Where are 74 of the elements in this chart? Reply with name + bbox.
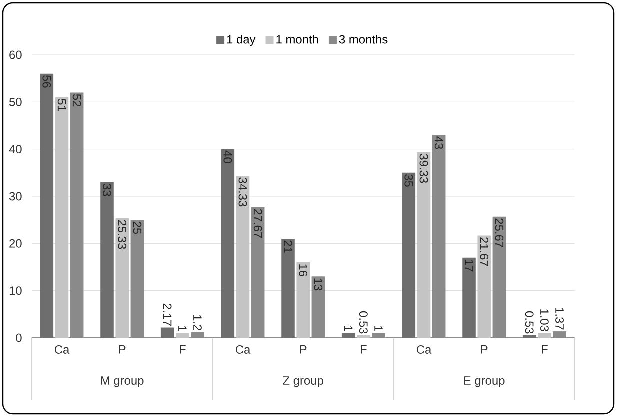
data-label: 27.67 — [254, 209, 262, 238]
bar — [478, 236, 491, 338]
bar — [342, 333, 356, 338]
bar — [417, 152, 431, 338]
bar — [221, 149, 235, 338]
data-label: 43 — [434, 136, 444, 150]
legend-label: 3 months — [339, 35, 388, 44]
data-label: 25 — [133, 222, 142, 234]
x-tick-label: P — [119, 346, 126, 354]
data-label: 56 — [42, 76, 52, 88]
bar — [492, 216, 506, 338]
data-label: 1.37 — [556, 308, 564, 330]
bar — [432, 135, 446, 338]
y-tick-label: 10 — [10, 286, 22, 296]
data-label: 40 — [224, 150, 232, 164]
bar — [236, 176, 250, 338]
y-tick-label: 40 — [9, 145, 22, 154]
bar — [282, 238, 295, 338]
bar — [176, 333, 190, 338]
data-label: 0.53 — [359, 312, 368, 334]
bar — [55, 97, 69, 338]
data-label: 1 — [344, 326, 353, 332]
bar — [40, 74, 54, 338]
y-tick-label: 50 — [10, 98, 22, 106]
data-label: 1.03 — [540, 310, 549, 332]
legend-label: 1 day — [227, 35, 256, 46]
data-label: 39.33 — [420, 154, 428, 184]
bar — [70, 92, 84, 338]
data-label: 1.2 — [194, 315, 202, 331]
bar — [296, 262, 310, 338]
data-label: 1 — [178, 326, 187, 332]
data-label: 34.33 — [238, 178, 248, 207]
y-tick-label: 20 — [10, 239, 22, 248]
data-label: 1 — [374, 326, 383, 332]
bar — [402, 172, 416, 338]
bar — [312, 276, 326, 338]
x-tick-label: P — [481, 346, 488, 354]
bar — [372, 333, 386, 338]
x-tick-label: Ca — [54, 346, 70, 354]
bar — [538, 333, 552, 338]
data-label: 16 — [299, 264, 308, 277]
text: Z group — [283, 376, 324, 388]
data-label: 33 — [103, 184, 112, 196]
text: M group — [101, 376, 144, 388]
bar — [251, 207, 265, 338]
data-label: 17 — [465, 260, 474, 272]
data-label: 52 — [72, 94, 82, 107]
y-tick-label: 0 — [16, 334, 22, 342]
bar — [462, 258, 476, 338]
data-label: 0.53 — [525, 312, 534, 334]
data-label: 21.67 — [480, 238, 489, 266]
text: E group — [464, 376, 505, 388]
bar — [160, 328, 174, 338]
bar — [553, 332, 566, 338]
bar — [191, 332, 204, 338]
data-label: 2.17 — [163, 304, 172, 326]
y-tick-label: 60 — [10, 50, 22, 60]
legend-label: 1 month — [276, 35, 318, 44]
data-label: 51 — [58, 99, 66, 112]
x-tick-label: F — [180, 346, 186, 354]
data-label: 25.67 — [495, 218, 504, 248]
x-tick-label: P — [300, 346, 307, 354]
x-tick-label: Ca — [236, 346, 251, 354]
data-label: 21 — [284, 240, 292, 253]
x-tick-label: F — [361, 346, 367, 354]
bar — [100, 182, 114, 338]
data-label: 13 — [314, 278, 323, 291]
bar — [130, 220, 144, 338]
x-tick-label: Ca — [416, 346, 432, 354]
x-tick-label: F — [542, 346, 548, 354]
y-tick-label: 30 — [9, 192, 22, 201]
bar — [116, 218, 129, 338]
data-label: 25.33 — [118, 220, 127, 250]
data-label: 35 — [404, 174, 414, 187]
